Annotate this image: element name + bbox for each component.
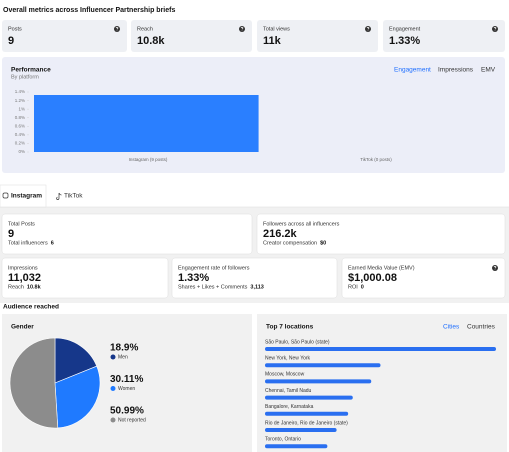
card-sub-label: Creator compensation xyxy=(263,240,317,246)
card-label: Engagement rate of followers xyxy=(178,265,250,271)
help-glyph xyxy=(240,27,244,31)
help-glyph xyxy=(366,27,370,31)
location-label: Chennai, Tamil Nadu xyxy=(265,388,312,394)
x-tick-label: Instagram (9 posts) xyxy=(129,157,168,162)
platform-tab[interactable]: Instagram xyxy=(11,193,42,200)
metric-tab[interactable]: Impressions xyxy=(438,67,474,74)
help-glyph xyxy=(115,27,119,31)
metric-tab[interactable]: Engagement xyxy=(394,67,431,74)
location-label: Toronto, Ontario xyxy=(265,437,301,443)
legend-swatch xyxy=(110,386,116,391)
pie-slice xyxy=(54,337,98,384)
location-label: Bangalore, Karnataka xyxy=(265,404,314,410)
location-label: Moscow, Moscow xyxy=(265,372,305,378)
card-sub-value: 0 xyxy=(361,284,364,290)
panel-title: Top 7 locations xyxy=(266,324,314,331)
panel-title: Performance xyxy=(11,67,51,74)
card-sub-value: 10.8k xyxy=(27,284,42,290)
card-value: 11,032 xyxy=(8,272,41,284)
legend-label: Not reported xyxy=(118,417,146,423)
card-label: Impressions xyxy=(8,265,38,271)
metric-card xyxy=(256,213,506,255)
location-tab[interactable]: Countries xyxy=(467,324,496,331)
location-bar xyxy=(265,395,353,400)
metric-card xyxy=(171,257,338,299)
help-glyph xyxy=(493,266,497,270)
metric-card xyxy=(1,213,253,255)
legend-swatch xyxy=(110,417,116,423)
card-sub-label: Shares + Likes + Comments xyxy=(178,284,248,290)
card-sub-label: ROI xyxy=(348,284,358,290)
card-sub-value: $0 xyxy=(320,240,326,246)
card-label: Total views xyxy=(263,26,290,32)
bar xyxy=(34,95,259,152)
summary-card xyxy=(383,20,505,52)
location-bar xyxy=(265,411,349,416)
ig-icon xyxy=(2,192,9,199)
location-tab[interactable]: Cities xyxy=(443,324,460,331)
summary-card xyxy=(2,20,127,52)
card-label: Reach xyxy=(137,26,153,32)
card-label: Total Posts xyxy=(8,221,35,227)
platform-tab[interactable]: TikTok xyxy=(64,193,83,200)
help-glyph xyxy=(493,27,497,31)
legend-label: Men xyxy=(118,354,128,360)
location-bar xyxy=(265,347,496,351)
y-tick-label: 1% xyxy=(18,106,25,111)
location-bar xyxy=(265,379,372,384)
card-label: Followers across all influencers xyxy=(263,221,340,227)
card-label: Posts xyxy=(8,26,22,32)
metric-card xyxy=(341,257,506,299)
card-value: 1.33% xyxy=(178,272,209,284)
card-value: 10.8k xyxy=(137,35,165,47)
card-value: 1.33% xyxy=(389,35,420,47)
summary-card xyxy=(131,20,252,52)
pie-slice xyxy=(9,337,59,429)
summary-card xyxy=(257,20,378,52)
card-sub-value: 6 xyxy=(51,240,54,246)
location-label: New York, New York xyxy=(265,356,311,362)
y-tick-label: 0.4% xyxy=(15,132,25,137)
legend-swatch xyxy=(110,354,116,360)
page-title: Overall metrics across Influencer Partne… xyxy=(3,7,175,14)
y-tick-label: 0.2% xyxy=(15,141,25,146)
pie-slice xyxy=(54,365,101,429)
y-tick-label: 0% xyxy=(18,149,25,154)
location-label: São Paulo, São Paulo (state) xyxy=(265,339,330,345)
legend-value: 50.99% xyxy=(110,406,144,417)
card-sub-value: 3,113 xyxy=(250,284,263,290)
y-tick-label: 1.2% xyxy=(15,98,25,103)
card-value: 11k xyxy=(263,35,282,47)
section-title: Audience reached xyxy=(3,304,59,311)
panel-title: Gender xyxy=(11,324,34,331)
y-tick-label: 1.4% xyxy=(15,89,25,94)
metric-tab[interactable]: EMV xyxy=(481,67,496,74)
card-value: 9 xyxy=(8,35,14,47)
panel-subtitle: By platform xyxy=(11,74,39,80)
card-value: 216.2k xyxy=(263,228,298,240)
location-label: Rio de Janeiro, Rio de Janeiro (state) xyxy=(265,420,348,426)
location-bar xyxy=(265,444,328,449)
card-value: 9 xyxy=(8,228,14,240)
legend-label: Women xyxy=(118,386,135,392)
location-bar xyxy=(265,428,337,432)
card-sub-label: Reach xyxy=(8,284,24,290)
x-tick-label: TikTok (0 posts) xyxy=(360,157,392,162)
legend-value: 30.11% xyxy=(110,374,143,385)
y-tick-label: 0.6% xyxy=(15,123,25,128)
active-tab xyxy=(0,184,47,208)
card-label: Earned Media Value (EMV) xyxy=(348,265,415,271)
card-label: Engagement xyxy=(389,26,421,32)
legend-value: 18.9% xyxy=(110,343,138,354)
location-bar xyxy=(265,363,381,368)
y-tick-label: 0.8% xyxy=(15,115,25,120)
metric-card xyxy=(1,257,169,299)
card-value: $1,000.08 xyxy=(348,272,397,284)
card-sub-label: Total influencers xyxy=(8,240,48,246)
tt-icon xyxy=(56,192,62,200)
